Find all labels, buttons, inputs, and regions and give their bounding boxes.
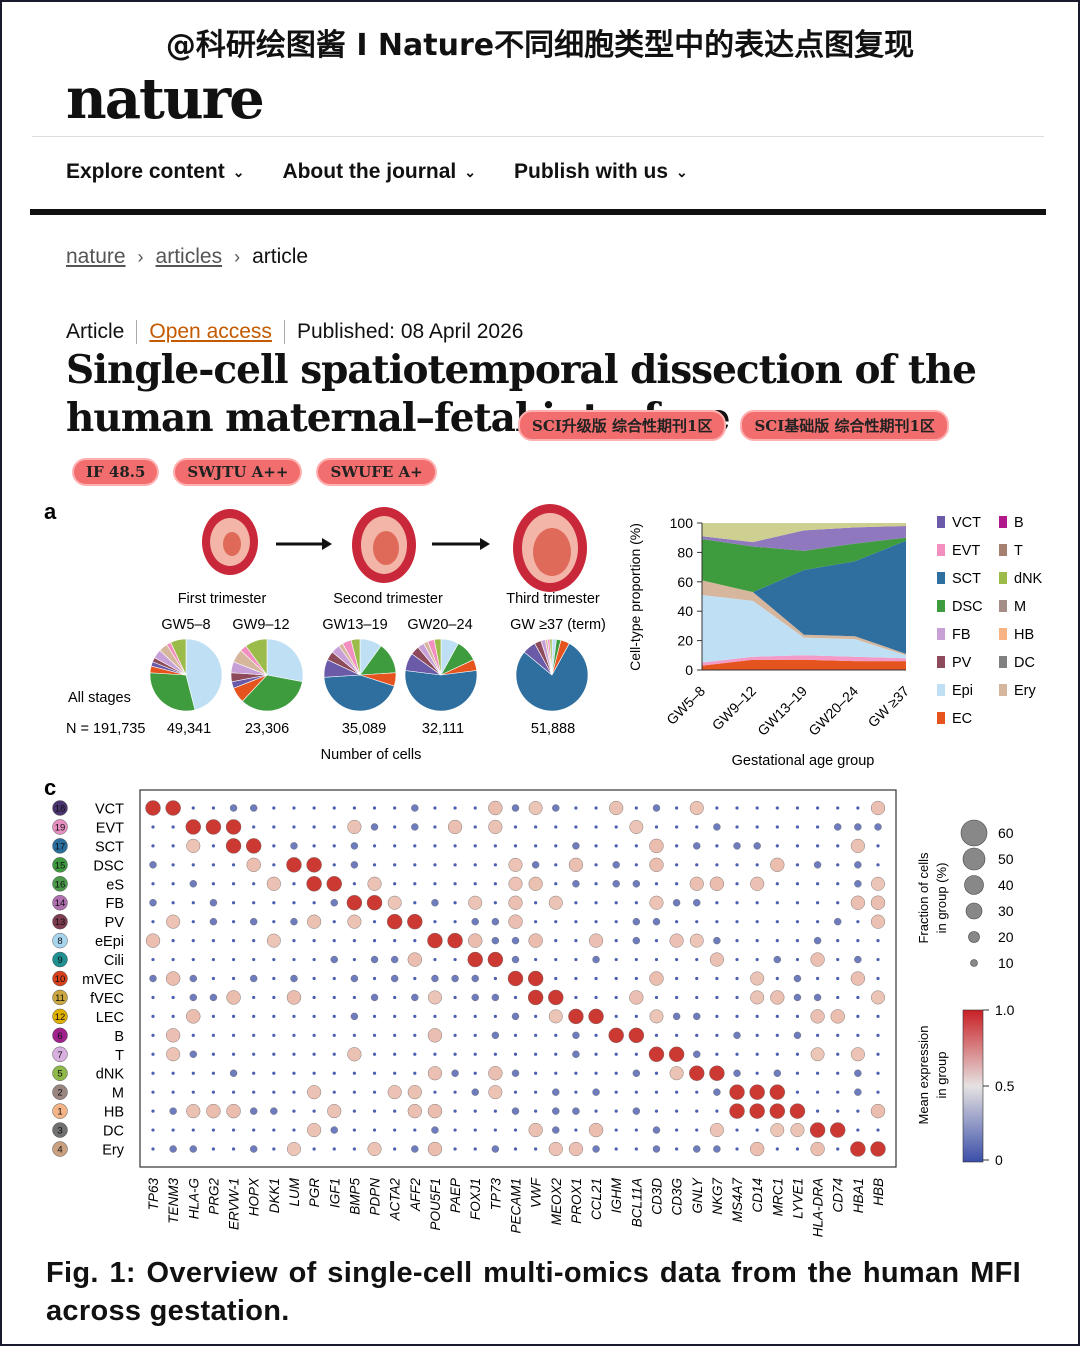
article-type: Article xyxy=(66,320,125,343)
inline-tags: SCI升级版 综合性期刊1区 SCI基础版 综合性期刊1区 xyxy=(518,410,949,441)
nav-about-journal[interactable]: About the journal ⌄ xyxy=(282,160,476,184)
chevron-down-icon: ⌄ xyxy=(676,163,688,180)
journal-logo[interactable]: nature xyxy=(66,66,265,132)
meta-divider xyxy=(283,320,285,344)
main-nav: Explore content ⌄ About the journal ⌄ Publ… xyxy=(66,160,688,184)
tag-badge: SCI基础版 综合性期刊1区 xyxy=(740,410,949,441)
meta-divider xyxy=(136,320,138,344)
chevron-down-icon: ⌄ xyxy=(232,163,245,180)
nav-publish[interactable]: Publish with us ⌄ xyxy=(514,160,688,184)
nav-label: Explore content xyxy=(66,160,225,183)
breadcrumb-current: article xyxy=(252,245,309,268)
published-date: Published: 08 April 2026 xyxy=(296,320,524,343)
breadcrumb-articles-link[interactable]: articles xyxy=(155,245,223,268)
nav-divider xyxy=(30,209,1046,215)
figure-caption: Fig. 1: Overview of single-cell multi-om… xyxy=(46,1257,1021,1327)
breadcrumb-home-link[interactable]: nature xyxy=(66,245,126,268)
chevron-right-icon: › xyxy=(234,246,241,267)
tag-badge: SWJTU A++ xyxy=(173,458,303,486)
header-divider xyxy=(32,136,1044,137)
tag-badge: SCI升级版 综合性期刊1区 xyxy=(518,410,727,441)
article-meta: Article Open access Published: 08 April … xyxy=(66,320,523,344)
chevron-right-icon: › xyxy=(137,246,144,267)
journal-tags: IF 48.5 SWJTU A++ SWUFE A+ xyxy=(72,458,437,486)
open-access-link[interactable]: Open access xyxy=(149,320,272,343)
nav-explore-content[interactable]: Explore content ⌄ xyxy=(66,160,244,184)
chevron-down-icon: ⌄ xyxy=(464,163,476,180)
nav-label: About the journal xyxy=(282,160,457,183)
nav-label: Publish with us xyxy=(514,160,669,183)
breadcrumb: nature › articles › article xyxy=(66,245,308,269)
tag-badge: SWUFE A+ xyxy=(316,458,437,486)
tag-badge: IF 48.5 xyxy=(72,458,160,486)
banner-title: @科研绘图酱 I Nature不同细胞类型中的表达点图复现 xyxy=(165,28,915,63)
